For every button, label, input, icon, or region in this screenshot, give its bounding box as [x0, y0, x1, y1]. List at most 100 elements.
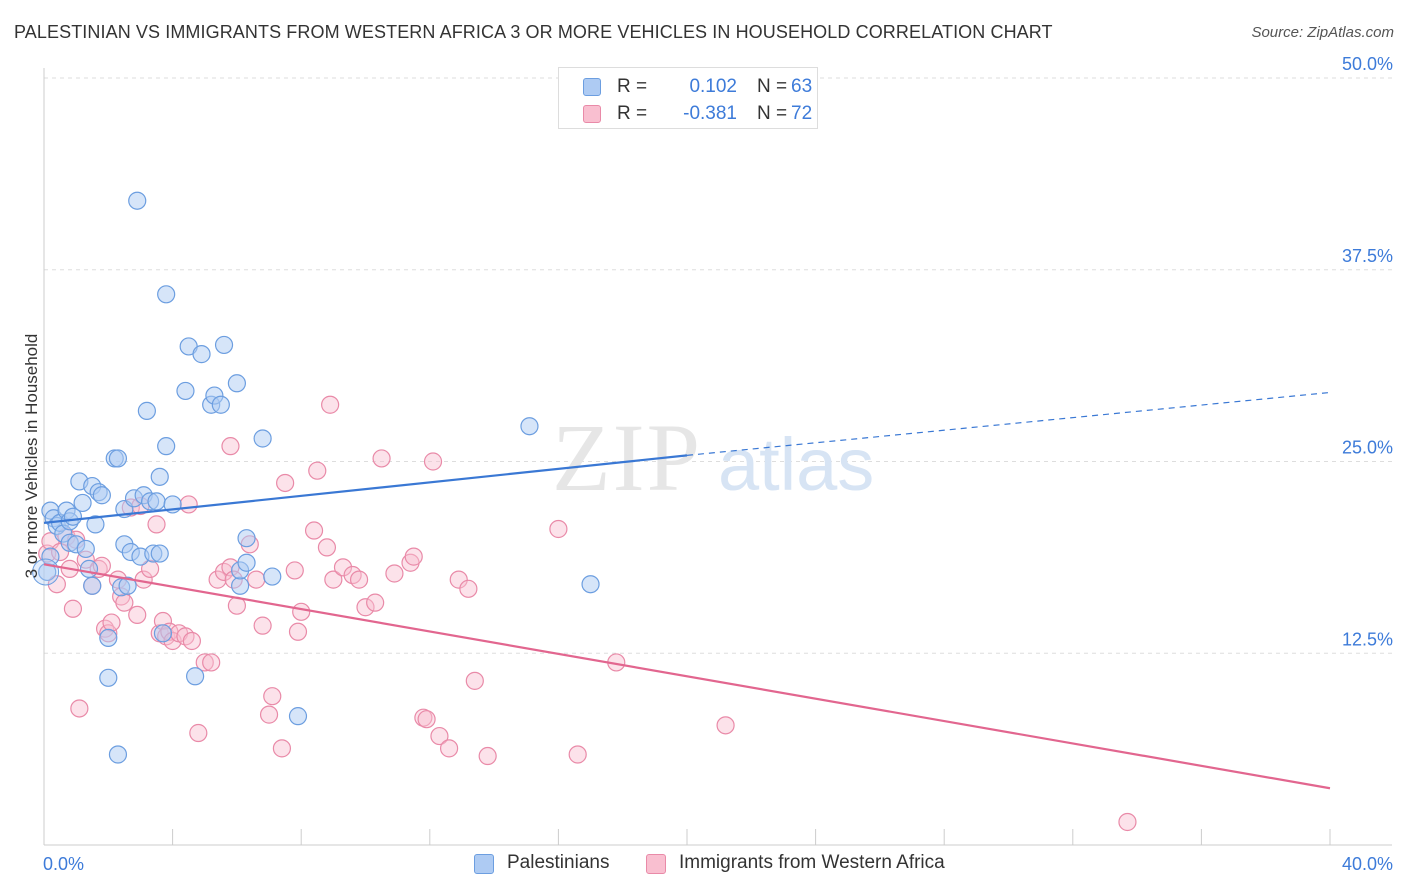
data-point-immigrants: [343, 565, 362, 585]
data-point-immigrants: [404, 547, 423, 566]
r-value: 0.102: [689, 76, 737, 97]
data-point-immigrants: [70, 699, 89, 718]
data-point-palestinians: [99, 628, 118, 648]
legend-label: Palestinians: [507, 852, 610, 873]
watermark: ZIP atlas: [552, 404, 874, 511]
data-point-palestinians: [108, 745, 128, 764]
legend-label: Immigrants from Western Africa: [679, 852, 945, 873]
data-point-immigrants: [716, 716, 735, 735]
data-point-palestinians: [150, 467, 169, 486]
data-point-immigrants: [63, 599, 83, 618]
n-label: N =: [757, 103, 788, 124]
data-point-immigrants: [102, 613, 121, 632]
y-tick-label: 37.5%: [1342, 246, 1393, 266]
data-point-immigrants: [182, 631, 201, 651]
data-point-immigrants: [417, 710, 436, 729]
data-point-immigrants: [317, 538, 337, 557]
data-point-palestinians: [118, 576, 137, 595]
data-point-palestinians: [211, 395, 230, 414]
n-label: N =: [757, 76, 788, 97]
data-point-palestinians: [76, 539, 95, 559]
data-point-palestinians: [231, 576, 250, 595]
y-tick-label: 12.5%: [1342, 629, 1393, 649]
data-point-palestinians: [263, 567, 282, 586]
data-point-palestinians: [150, 544, 169, 563]
data-point-palestinians: [128, 191, 147, 210]
data-point-immigrants: [202, 653, 221, 672]
data-point-palestinians: [157, 285, 176, 304]
data-point-immigrants: [372, 449, 391, 468]
data-point-palestinians: [227, 374, 246, 393]
x-tick-label: 0.0%: [43, 854, 84, 874]
data-point-immigrants: [147, 515, 166, 534]
data-point-immigrants: [115, 593, 134, 612]
data-point-immigrants: [308, 461, 327, 480]
data-point-palestinians: [83, 576, 102, 595]
legend-swatch-palestinians: [474, 854, 494, 874]
y-tick-label: 50.0%: [1342, 54, 1393, 74]
data-point-palestinians: [253, 429, 272, 448]
legend-swatch-palestinians: [583, 78, 601, 96]
y-tick-label: 25.0%: [1342, 438, 1393, 458]
data-point-immigrants: [221, 437, 240, 456]
data-point-immigrants: [195, 653, 214, 672]
data-point-palestinians: [137, 401, 156, 420]
watermark-atlas: atlas: [718, 423, 874, 506]
data-point-palestinians: [99, 668, 118, 687]
data-point-immigrants: [349, 570, 369, 589]
data-point-palestinians: [288, 707, 308, 726]
data-point-immigrants: [439, 739, 459, 758]
data-point-immigrants: [465, 671, 484, 690]
data-point-palestinians: [92, 486, 111, 505]
data-point-palestinians: [186, 667, 205, 686]
data-point-immigrants: [385, 564, 404, 583]
source-label: Source: ZipAtlas.com: [1251, 24, 1394, 41]
data-point-palestinians: [108, 449, 128, 468]
chart-title: PALESTINIAN VS IMMIGRANTS FROM WESTERN A…: [14, 22, 1053, 42]
data-point-immigrants: [304, 521, 324, 540]
data-point-immigrants: [288, 622, 308, 641]
data-point-immigrants: [285, 561, 304, 580]
data-point-immigrants: [449, 570, 468, 589]
axes: [43, 68, 1392, 846]
data-point-palestinians: [192, 345, 211, 364]
data-point-immigrants: [1118, 812, 1137, 832]
n-value: 72: [791, 103, 813, 124]
data-point-immigrants: [321, 395, 340, 414]
data-point-immigrants: [324, 570, 343, 589]
legend-swatch-immigrants: [646, 854, 666, 874]
y-axis-label: 3 or more Vehicles in Household: [22, 333, 41, 579]
stats-legend: R = 0.102 N = 63 R = -0.381 N = 72: [558, 67, 818, 129]
data-point-immigrants: [128, 605, 147, 625]
watermark-zip: ZIP: [552, 404, 702, 511]
data-point-palestinians: [73, 493, 92, 513]
data-point-immigrants: [478, 746, 497, 766]
gridlines: [44, 77, 1392, 654]
data-point-immigrants: [253, 616, 272, 635]
data-point-palestinians: [153, 624, 173, 643]
trend-lines: [43, 391, 1331, 790]
data-point-immigrants: [179, 495, 198, 514]
data-point-palestinians: [581, 575, 600, 594]
trend-line-immigrants: [43, 563, 1331, 790]
data-point-immigrants: [423, 452, 443, 471]
data-point-immigrants: [430, 726, 449, 746]
data-point-palestinians: [520, 417, 539, 436]
tick-labels: 12.5% 25.0% 37.5% 50.0% 0.0% 40.0%: [43, 54, 1393, 874]
x-tick-label: 40.0%: [1342, 854, 1393, 874]
data-point-immigrants: [272, 739, 292, 758]
data-point-palestinians: [157, 437, 176, 456]
data-point-immigrants: [549, 519, 568, 539]
data-point-immigrants: [366, 593, 385, 612]
trend-line-palestinians-extension: [686, 391, 1331, 456]
r-label: R =: [617, 103, 648, 124]
data-point-immigrants: [263, 687, 282, 706]
data-point-immigrants: [333, 558, 353, 577]
data-point-palestinians: [214, 335, 234, 355]
data-point-palestinians: [237, 529, 256, 548]
data-point-immigrants: [459, 579, 478, 598]
data-point-immigrants: [276, 473, 295, 493]
legend-swatch-immigrants: [583, 105, 601, 123]
data-point-immigrants: [259, 705, 279, 724]
data-point-palestinians: [237, 553, 256, 572]
